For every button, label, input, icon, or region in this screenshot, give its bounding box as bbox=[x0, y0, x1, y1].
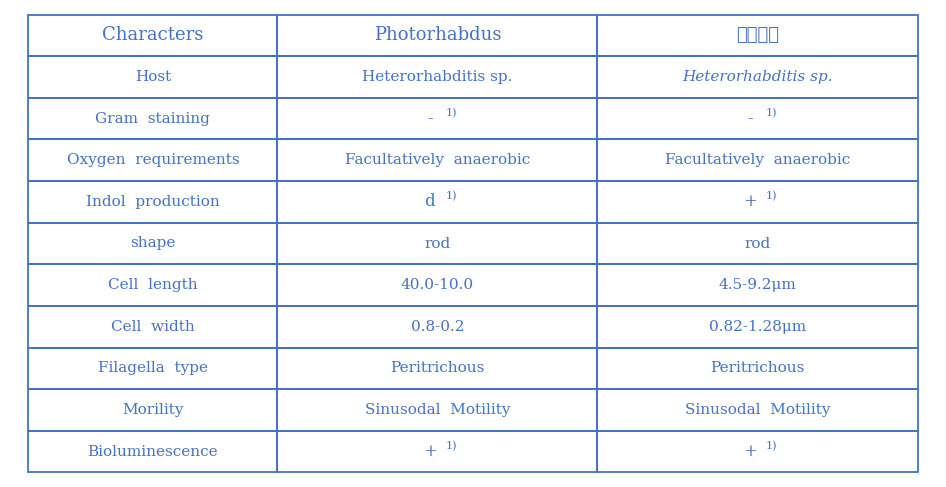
Text: d: d bbox=[425, 193, 435, 210]
Text: 4.5-9.2μm: 4.5-9.2μm bbox=[719, 278, 797, 292]
Text: Cell  width: Cell width bbox=[111, 320, 195, 334]
Text: Facultatively  anaerobic: Facultatively anaerobic bbox=[344, 153, 530, 167]
Bar bbox=[28, 264, 277, 306]
Text: 0.82-1.28μm: 0.82-1.28μm bbox=[709, 320, 806, 334]
Bar bbox=[28, 15, 277, 56]
Text: +: + bbox=[743, 193, 757, 210]
Text: Morility: Morility bbox=[122, 403, 184, 417]
Bar bbox=[598, 389, 918, 431]
Text: Facultatively  anaerobic: Facultatively anaerobic bbox=[665, 153, 850, 167]
Bar bbox=[598, 139, 918, 181]
Bar bbox=[598, 223, 918, 264]
Bar bbox=[277, 306, 598, 348]
Bar bbox=[277, 389, 598, 431]
Bar bbox=[598, 348, 918, 389]
Text: Host: Host bbox=[134, 70, 171, 84]
Bar bbox=[277, 223, 598, 264]
Bar bbox=[277, 181, 598, 223]
Text: Heterorhabditis sp.: Heterorhabditis sp. bbox=[362, 70, 513, 84]
Text: -: - bbox=[427, 110, 432, 127]
Text: shape: shape bbox=[131, 237, 176, 250]
Bar bbox=[28, 306, 277, 348]
Bar bbox=[28, 56, 277, 98]
Text: 분리균주: 분리균주 bbox=[736, 26, 780, 44]
Text: Oxygen  requirements: Oxygen requirements bbox=[66, 153, 239, 167]
Text: Sinusodal  Motility: Sinusodal Motility bbox=[364, 403, 510, 417]
Text: rod: rod bbox=[425, 237, 450, 250]
Bar bbox=[598, 181, 918, 223]
Text: +: + bbox=[423, 443, 437, 460]
Text: Sinusodal  Motility: Sinusodal Motility bbox=[685, 403, 831, 417]
Bar bbox=[277, 264, 598, 306]
Text: +: + bbox=[743, 443, 757, 460]
Bar bbox=[598, 56, 918, 98]
Text: 0.8-0.2: 0.8-0.2 bbox=[411, 320, 464, 334]
Text: Photorhabdus: Photorhabdus bbox=[374, 26, 501, 44]
Bar bbox=[28, 389, 277, 431]
Text: -: - bbox=[747, 110, 753, 127]
Bar bbox=[598, 431, 918, 472]
Text: 1): 1) bbox=[446, 191, 457, 201]
Text: Heterorhabditis sp.: Heterorhabditis sp. bbox=[682, 70, 832, 84]
Bar bbox=[28, 98, 277, 139]
Text: rod: rod bbox=[745, 237, 771, 250]
Text: 1): 1) bbox=[766, 191, 778, 201]
Bar bbox=[28, 139, 277, 181]
Bar bbox=[277, 15, 598, 56]
Text: Peritrichous: Peritrichous bbox=[710, 361, 805, 375]
Bar bbox=[598, 264, 918, 306]
Bar bbox=[277, 431, 598, 472]
Bar bbox=[277, 348, 598, 389]
Text: Bioluminescence: Bioluminescence bbox=[88, 445, 219, 459]
Text: Filagella  type: Filagella type bbox=[97, 361, 208, 375]
Text: 1): 1) bbox=[446, 108, 457, 118]
Text: Peritrichous: Peritrichous bbox=[391, 361, 484, 375]
Bar bbox=[598, 306, 918, 348]
Text: Characters: Characters bbox=[102, 26, 203, 44]
Text: 1): 1) bbox=[766, 108, 778, 118]
Text: Gram  staining: Gram staining bbox=[96, 112, 210, 126]
Text: Cell  length: Cell length bbox=[108, 278, 198, 292]
Bar bbox=[277, 98, 598, 139]
Bar bbox=[598, 98, 918, 139]
Bar bbox=[277, 56, 598, 98]
Text: 1): 1) bbox=[446, 441, 457, 451]
Bar bbox=[28, 181, 277, 223]
Bar bbox=[28, 431, 277, 472]
Text: 1): 1) bbox=[766, 441, 778, 451]
Text: Indol  production: Indol production bbox=[86, 195, 219, 209]
Bar bbox=[28, 223, 277, 264]
Bar bbox=[277, 139, 598, 181]
Bar bbox=[598, 15, 918, 56]
Text: 40.0-10.0: 40.0-10.0 bbox=[401, 278, 474, 292]
Bar bbox=[28, 348, 277, 389]
